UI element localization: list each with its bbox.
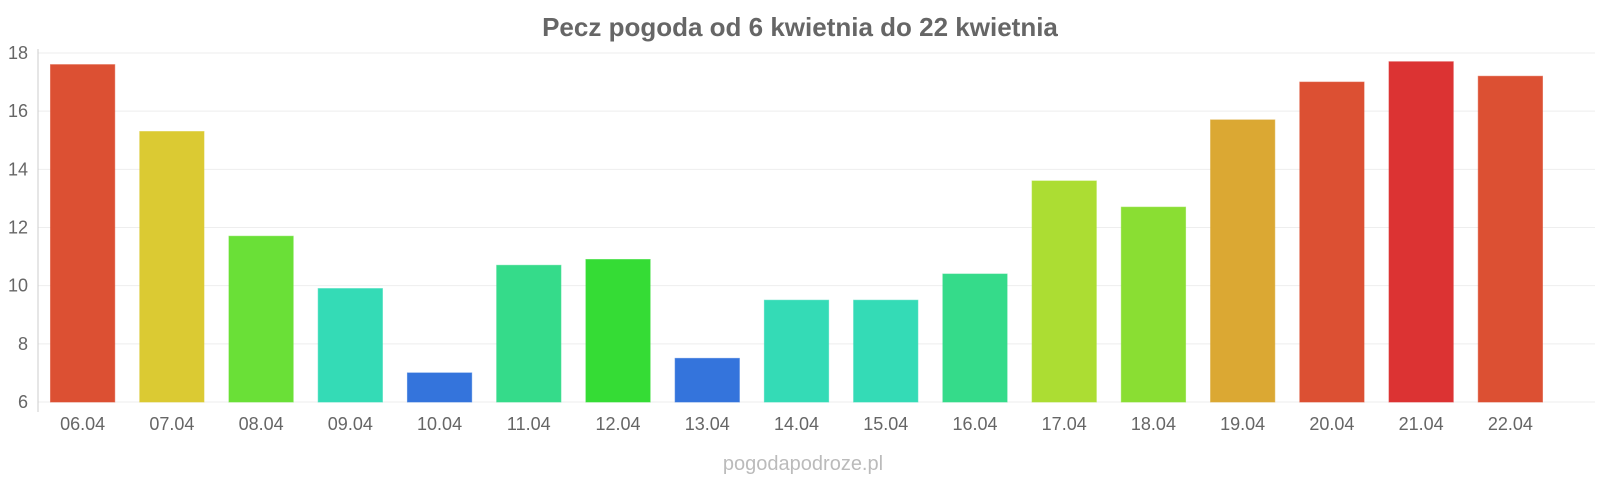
- y-tick-label: 16: [8, 101, 28, 121]
- x-tick-label: 19.04: [1220, 414, 1265, 434]
- y-tick-label: 12: [8, 218, 28, 238]
- y-tick-label: 10: [8, 276, 28, 296]
- bars: [49, 61, 1544, 403]
- x-tick-label: 14.04: [774, 414, 819, 434]
- x-tick-label: 18.04: [1131, 414, 1176, 434]
- bar-21.04: [1388, 61, 1454, 403]
- x-tick-label: 08.04: [239, 414, 284, 434]
- bar-20.04: [1299, 81, 1365, 403]
- x-tick-label: 17.04: [1042, 414, 1087, 434]
- bar-19.04: [1210, 119, 1276, 403]
- y-tick-label: 14: [8, 159, 28, 179]
- y-tick-label: 18: [8, 43, 28, 63]
- bar-06.04: [49, 64, 116, 403]
- bar-18.04: [1120, 206, 1187, 403]
- x-tick-label: 21.04: [1399, 414, 1444, 434]
- bar-16.04: [942, 273, 1008, 403]
- x-tick-label: 11.04: [507, 414, 551, 434]
- x-tick-label: 13.04: [685, 414, 730, 434]
- chart-title: Pecz pogoda od 6 kwietnia do 22 kwietnia: [542, 12, 1058, 42]
- x-tick-label: 16.04: [952, 414, 997, 434]
- y-tick-label: 8: [18, 334, 28, 354]
- x-axis: 06.04 07.04 08.04 09.04 10.04 11.04 12.04 13.04…: [60, 414, 1533, 434]
- y-axis: 6 8 10 12 14 16 18: [8, 43, 39, 412]
- bar-09.04: [317, 288, 383, 403]
- bar-11.04: [496, 264, 562, 403]
- x-tick-label: 06.04: [60, 414, 105, 434]
- x-tick-label: 12.04: [596, 414, 641, 434]
- bar-13.04: [674, 357, 740, 403]
- x-tick-label: 15.04: [863, 414, 908, 434]
- bar-15.04: [853, 299, 919, 403]
- x-tick-label: 07.04: [149, 414, 194, 434]
- x-tick-label: 20.04: [1309, 414, 1354, 434]
- bar-12.04: [585, 258, 651, 403]
- x-tick-label: 09.04: [328, 414, 373, 434]
- bar-22.04: [1477, 75, 1544, 403]
- bar-17.04: [1031, 180, 1097, 403]
- watermark: pogodapodroze.pl: [723, 453, 883, 475]
- bar-07.04: [139, 131, 205, 403]
- x-tick-label: 22.04: [1488, 414, 1533, 434]
- bar-10.04: [406, 372, 473, 403]
- bar-14.04: [763, 299, 830, 403]
- grid: [38, 52, 1595, 403]
- x-tick-label: 10.04: [417, 414, 462, 434]
- bar-08.04: [228, 235, 294, 403]
- y-tick-label: 6: [18, 392, 28, 412]
